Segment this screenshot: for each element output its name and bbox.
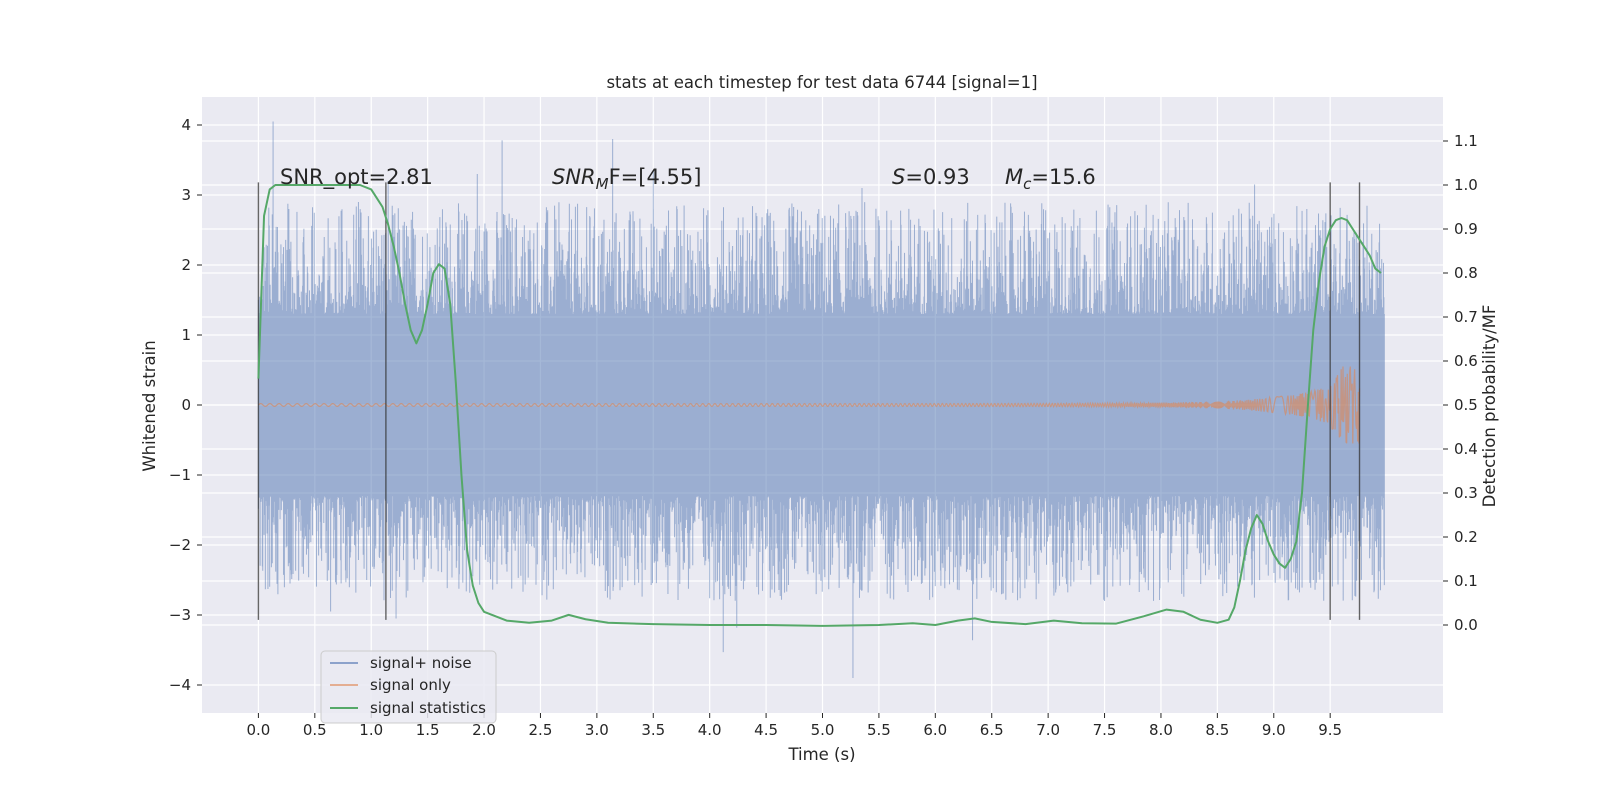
y2-axis-title: Detection probability/MF [1480, 305, 1499, 508]
x-axis-title: Time (s) [787, 745, 855, 764]
x-tick-label: 1.5 [416, 721, 440, 739]
y-tick-label: 0 [181, 396, 191, 414]
signal-series [258, 366, 1361, 444]
mc-value: =15.6 [1031, 165, 1095, 189]
y2-tick-label: 0.1 [1454, 572, 1478, 590]
snr-mf-rest: F=[4.55] [609, 165, 702, 189]
x-tick-label: 7.5 [1093, 721, 1117, 739]
y-tick-label: −3 [169, 606, 191, 624]
x-tick-label: 9.5 [1318, 721, 1342, 739]
y-tick-label: 3 [181, 186, 191, 204]
x-tick-label: 5.0 [811, 721, 835, 739]
signal-trace [258, 366, 1361, 444]
s-label: S [892, 165, 905, 189]
s-value: =0.93 [905, 165, 969, 189]
chart-title: stats at each timestep for test data 674… [606, 73, 1037, 92]
vertical-lines [257, 182, 1361, 620]
x-tick-label: 2.5 [529, 721, 553, 739]
y2-tick-label: 0.7 [1454, 308, 1478, 326]
mc-label: M [1005, 165, 1023, 189]
x-tick-label: 0.5 [303, 721, 327, 739]
x-tick-label: 7.0 [1036, 721, 1060, 739]
x-tick-label: 9.0 [1262, 721, 1286, 739]
legend: signal+ noise signal only signal statist… [320, 650, 497, 724]
legend-label-signal: signal only [370, 676, 451, 694]
y-axis-left: −4 −3 −2 −1 0 1 2 3 4 [169, 116, 202, 694]
y2-tick-label: 0.6 [1454, 352, 1478, 370]
snr-mf-sub: M [596, 175, 609, 193]
legend-label-stat: signal statistics [370, 699, 486, 717]
x-tick-label: 3.5 [641, 721, 665, 739]
annotation-mc: Mc=15.6 [1005, 165, 1096, 193]
y2-tick-label: 0.8 [1454, 264, 1478, 282]
y2-tick-label: 0.0 [1454, 616, 1478, 634]
y2-tick-label: 0.9 [1454, 220, 1478, 238]
y-tick-label: −2 [169, 536, 191, 554]
x-tick-label: 6.5 [980, 721, 1004, 739]
y2-tick-label: 0.5 [1454, 396, 1478, 414]
legend-box [320, 650, 497, 724]
x-axis: 0.0 0.5 1.0 1.5 2.0 2.5 3.0 3.5 4.0 4.5 5.0 5.5 6.0 6… [246, 713, 1342, 739]
x-tick-label: 2.0 [472, 721, 496, 739]
y2-tick-label: 0.3 [1454, 484, 1478, 502]
stat-trace [257, 184, 1382, 627]
y2-tick-label: 1.0 [1454, 176, 1478, 194]
x-tick-label: 4.0 [698, 721, 722, 739]
snr-mf-label: SNR [552, 165, 596, 189]
annotation-s: S=0.93 [892, 165, 970, 189]
y-tick-label: 2 [181, 256, 191, 274]
y-tick-label: −4 [169, 676, 191, 694]
x-tick-label: 4.5 [754, 721, 778, 739]
annotation-snr-opt: SNR_opt=2.81 [280, 165, 433, 190]
x-tick-label: 3.0 [585, 721, 609, 739]
mc-sub: c [1023, 175, 1032, 193]
y-axis-title: Whitened strain [140, 340, 159, 471]
x-tick-label: 1.0 [359, 721, 383, 739]
y-axis-right: 0.0 0.1 0.2 0.3 0.4 0.5 0.6 0.7 0.8 0.9 1.0 1.1 [1443, 132, 1478, 634]
y-tick-label: 1 [181, 326, 191, 344]
y2-tick-label: 1.1 [1454, 132, 1478, 150]
y-tick-label: −1 [169, 466, 191, 484]
y2-tick-label: 0.2 [1454, 528, 1478, 546]
legend-label-noise: signal+ noise [370, 654, 472, 672]
x-tick-label: 8.0 [1149, 721, 1173, 739]
x-tick-label: 5.5 [867, 721, 891, 739]
x-tick-label: 0.0 [246, 721, 270, 739]
annotation-snr-mf: SNRMF=[4.55] [552, 165, 701, 193]
y2-tick-label: 0.4 [1454, 440, 1478, 458]
y-tick-label: 4 [181, 116, 191, 134]
x-tick-label: 8.5 [1205, 721, 1229, 739]
x-tick-label: 6.0 [923, 721, 947, 739]
stat-series [257, 184, 1382, 627]
